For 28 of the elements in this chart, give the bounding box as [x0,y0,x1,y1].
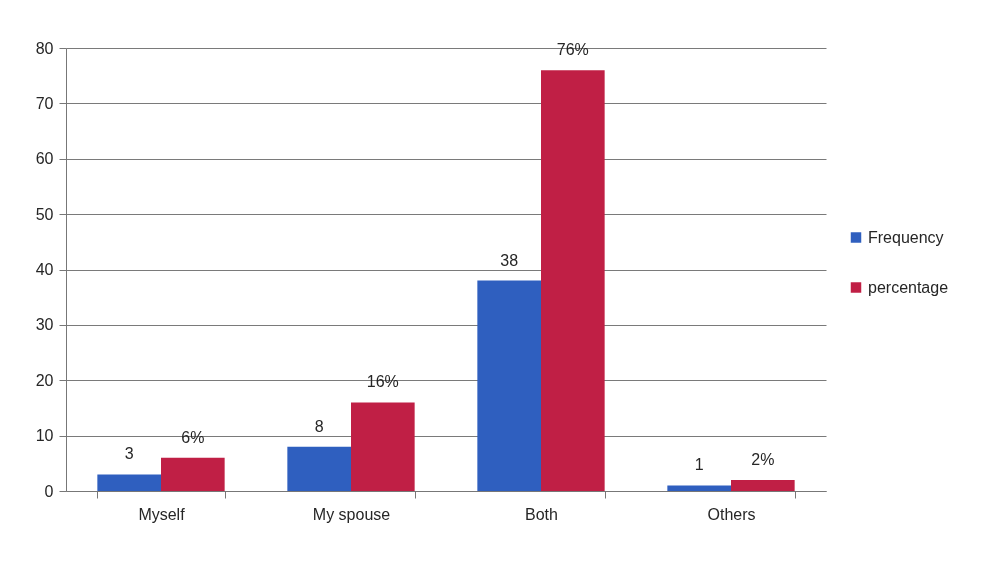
x-tick-label: Myself [138,505,186,523]
x-tick-label: Others [707,505,756,523]
y-tick-label: 50 [35,205,54,223]
bar [161,457,225,491]
bar [667,485,731,491]
y-tick-label: 70 [35,94,54,112]
y-tick-label: 30 [35,316,54,334]
data-label: 8 [314,417,324,435]
y-tick-label: 10 [35,427,54,445]
data-label: 1 [694,456,704,474]
bar [97,474,161,491]
y-tick-label: 20 [35,371,54,389]
bar [287,446,351,491]
y-tick-label: 0 [44,482,54,500]
y-tick-label: 40 [35,261,54,278]
legend-label: Frequency [868,228,944,246]
x-tick-label: My spouse [312,505,391,523]
data-label: 38 [500,251,519,269]
y-tick-label: 60 [35,150,54,168]
x-tick-label: Both [525,505,558,523]
legend-label: percentage [868,278,949,296]
data-label: 2% [751,450,775,468]
y-tick-label: 80 [35,39,54,57]
bar [731,479,795,491]
data-label: 3 [124,445,134,463]
bar [541,70,605,491]
bar [351,402,415,491]
bar [477,280,541,491]
